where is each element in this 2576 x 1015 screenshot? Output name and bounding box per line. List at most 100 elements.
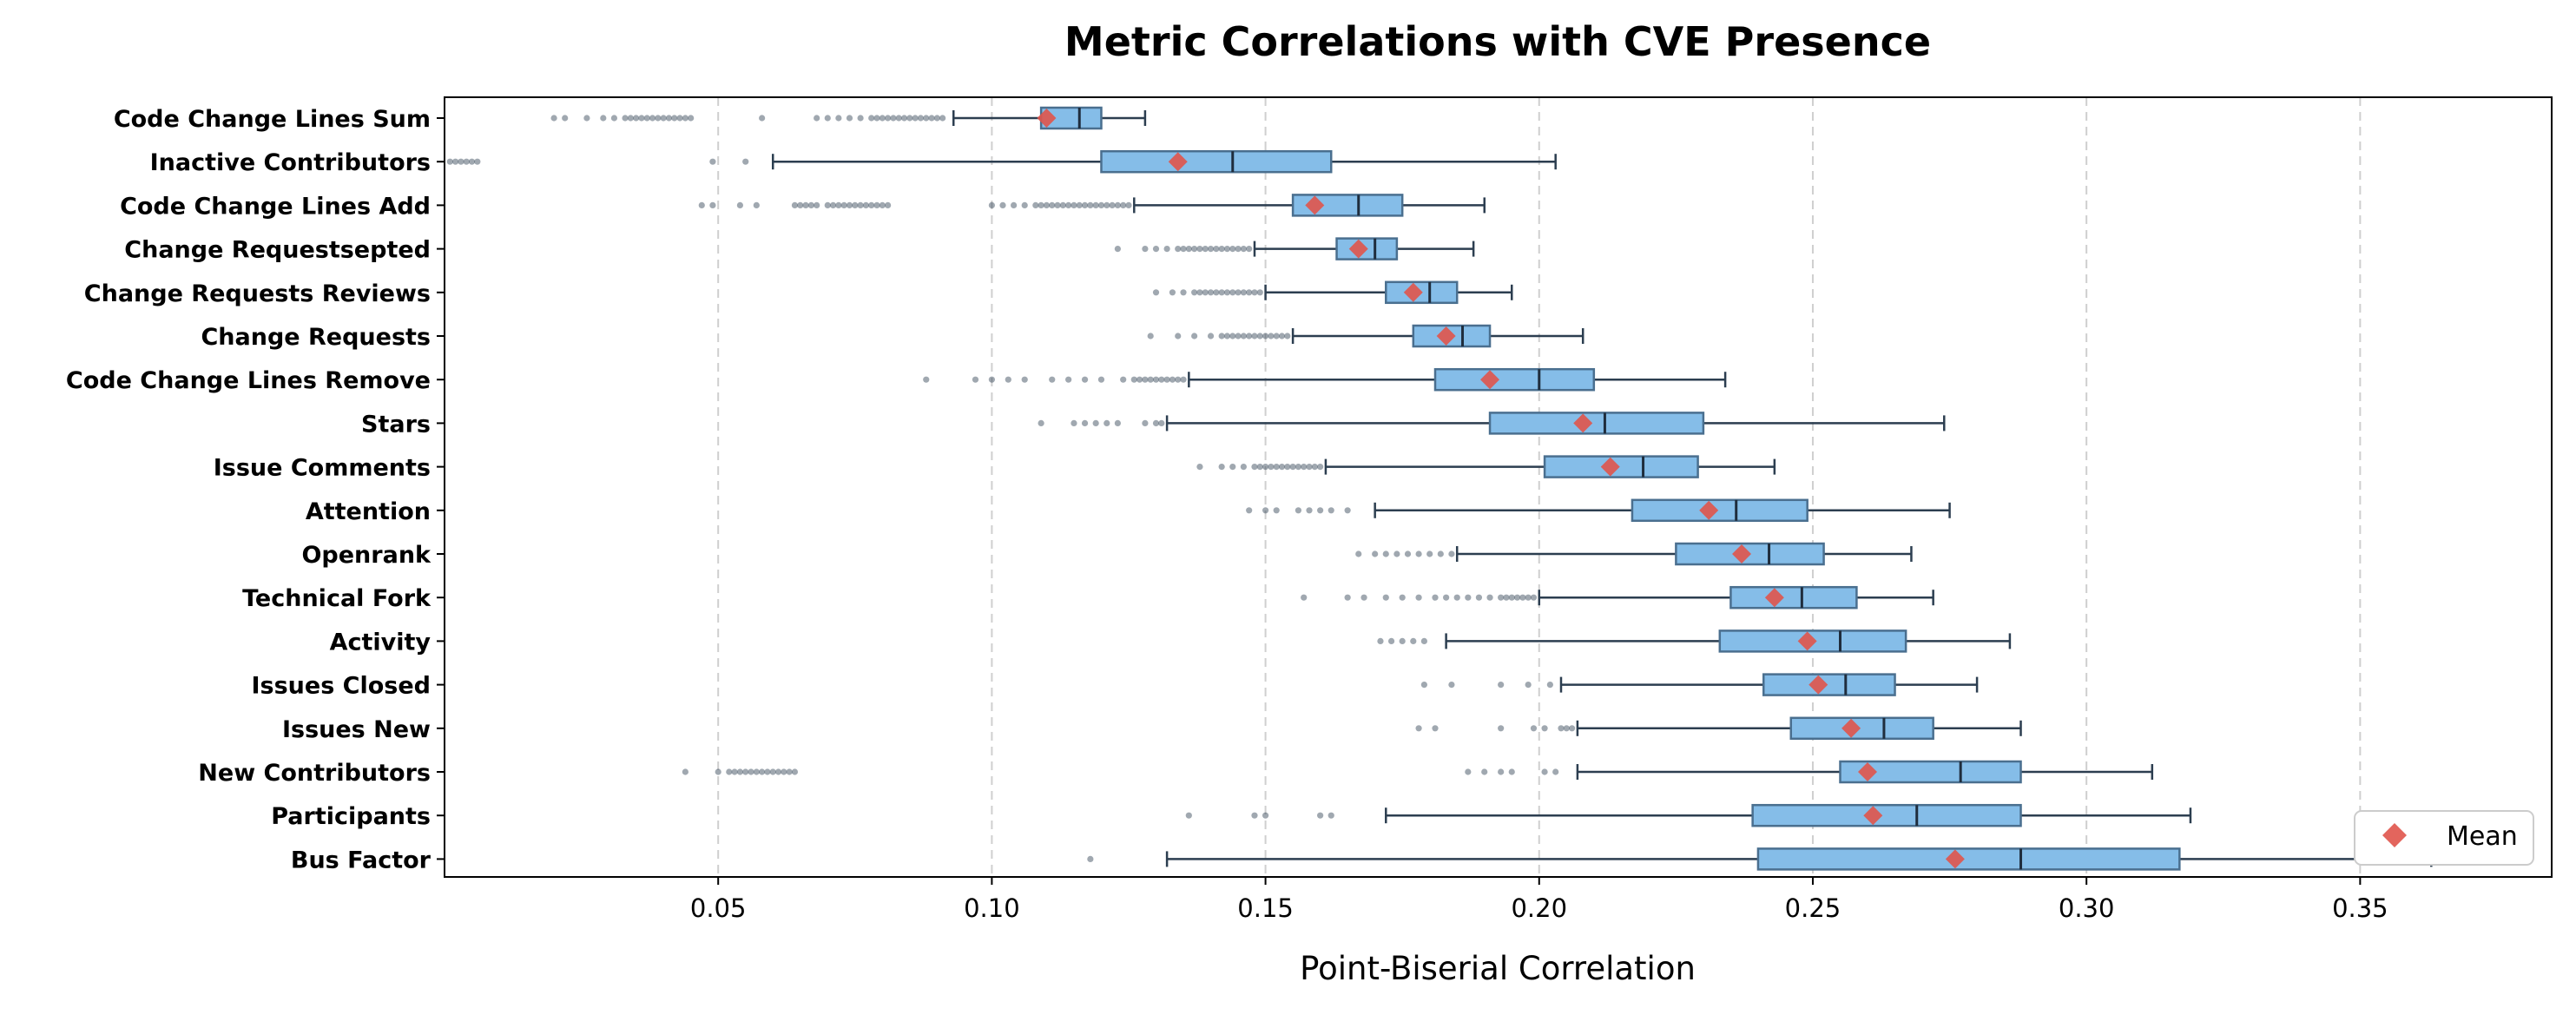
outlier-point	[1552, 768, 1559, 775]
outlier-point	[988, 201, 995, 208]
x-tick-label: 0.05	[690, 893, 747, 923]
outlier-point	[1262, 812, 1269, 819]
grid-lines	[717, 97, 2362, 877]
outlier-point	[1448, 682, 1455, 689]
outlier-point	[1032, 201, 1039, 208]
outlier-point	[1262, 507, 1269, 514]
outlier-point	[649, 115, 656, 122]
outlier-point	[1054, 201, 1061, 208]
outlier-point	[1295, 507, 1302, 514]
mean-marker	[1863, 806, 1883, 826]
outlier-point	[1223, 289, 1231, 296]
outlier-point	[458, 158, 464, 165]
x-tick-label: 0.35	[2332, 893, 2388, 923]
outlier-point	[852, 201, 859, 208]
outlier-point	[468, 158, 476, 165]
outlier-point	[1011, 201, 1018, 208]
mean-marker	[1764, 588, 1784, 608]
outlier-point	[923, 376, 930, 383]
mean-marker	[1841, 718, 1861, 738]
outlier-point	[1432, 725, 1439, 732]
outlier-point	[1377, 637, 1384, 645]
outlier-point	[759, 768, 766, 775]
outlier-point	[1278, 333, 1286, 339]
outlier-point	[840, 201, 847, 208]
outlier-point	[1382, 550, 1389, 557]
outlier-point	[807, 201, 814, 208]
outlier-point	[463, 158, 470, 165]
outlier-point	[1180, 376, 1187, 383]
outlier-point	[1448, 550, 1455, 557]
outlier-point	[682, 768, 688, 775]
outlier-point	[1092, 419, 1099, 426]
iqr-box	[1839, 760, 2022, 784]
outlier-point	[1355, 550, 1362, 557]
y-tick-label: Openrank	[301, 542, 432, 569]
mean-marker	[1945, 849, 1965, 869]
outlier-point	[1104, 201, 1110, 208]
outlier-point	[1268, 464, 1275, 471]
outlier-point	[676, 115, 683, 122]
outlier-point	[933, 115, 940, 122]
outlier-point	[846, 201, 853, 208]
outlier-point	[1508, 594, 1515, 601]
box-row	[1114, 237, 1475, 260]
boxes	[446, 106, 2433, 871]
outlier-point	[1393, 550, 1400, 557]
outlier-point	[1218, 333, 1225, 339]
outlier-point	[1498, 768, 1505, 775]
outlier-point	[550, 115, 557, 122]
box-row	[1152, 280, 1513, 305]
x-tick-label: 0.15	[1237, 893, 1294, 923]
outlier-point	[1558, 725, 1565, 732]
outlier-point	[1475, 594, 1483, 601]
outlier-point	[1158, 419, 1165, 426]
box-row	[1185, 803, 2192, 827]
outlier-point	[1175, 333, 1182, 339]
iqr-box	[1756, 847, 2181, 871]
outlier-point	[1152, 376, 1160, 383]
y-tick-label: Change Requests	[201, 324, 431, 351]
outlier-point	[1481, 768, 1488, 775]
outlier-point	[1415, 725, 1422, 732]
box-row	[682, 760, 2154, 784]
outlier-point	[1202, 246, 1209, 253]
outlier-point	[562, 115, 569, 122]
outlier-point	[1125, 201, 1132, 208]
iqr-box	[1433, 367, 1596, 392]
outlier-point	[814, 115, 820, 122]
outlier-point	[1519, 594, 1526, 601]
outlier-point	[1147, 376, 1154, 383]
outlier-point	[709, 158, 716, 165]
outlier-point	[1081, 201, 1089, 208]
outlier-point	[835, 201, 842, 208]
outlier-point	[868, 115, 875, 122]
outlier-point	[972, 376, 979, 383]
outlier-point	[1415, 594, 1422, 601]
outlier-point	[1087, 855, 1094, 863]
outlier-point	[1251, 333, 1258, 339]
outlier-point	[1213, 246, 1220, 253]
outlier-point	[1005, 376, 1011, 383]
outlier-point	[1152, 419, 1160, 426]
box-row	[1038, 412, 1946, 435]
mean-marker	[1436, 326, 1456, 346]
y-tick-label: Issues New	[282, 716, 431, 743]
outlier-point	[1251, 812, 1258, 819]
outlier-point	[1163, 246, 1170, 253]
outlier-point	[1229, 333, 1236, 339]
outlier-point	[1175, 246, 1182, 253]
outlier-point	[879, 115, 886, 122]
outlier-point	[797, 201, 804, 208]
outlier-point	[1120, 201, 1127, 208]
iqr-box	[1751, 803, 2022, 827]
outlier-point	[1513, 594, 1521, 601]
outlier-point	[1104, 419, 1110, 426]
outlier-point	[1404, 550, 1412, 557]
outlier-point	[829, 201, 837, 208]
outlier-point	[1372, 550, 1379, 557]
outlier-point	[1541, 768, 1548, 775]
y-tick-label: Issues Closed	[251, 673, 431, 700]
outlier-point	[638, 115, 645, 122]
outlier-point	[1021, 201, 1028, 208]
